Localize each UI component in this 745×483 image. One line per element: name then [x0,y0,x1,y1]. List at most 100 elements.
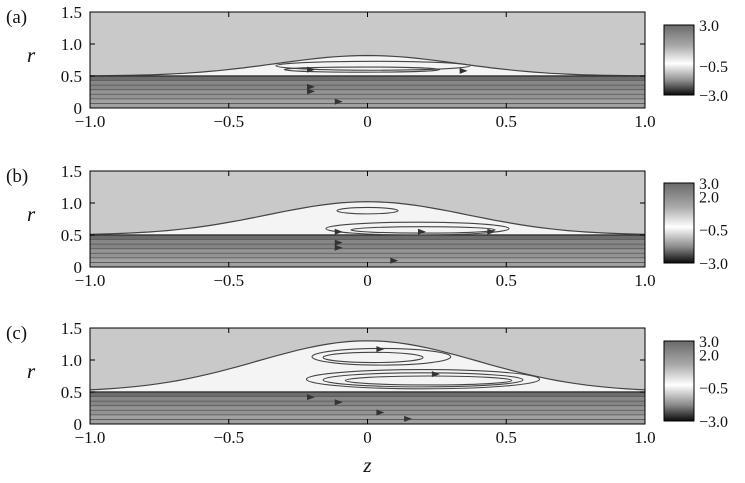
closed-streamline [336,206,399,215]
x-tick-label: 0.5 [496,271,517,290]
inner-fluid-band [90,80,645,86]
flow-arrow [334,228,343,235]
colorbar-tick-label: 3.0 [699,18,719,35]
closed-streamline [275,60,471,71]
x-tick-label: 1.0 [634,428,655,447]
closed-streamline [283,66,441,73]
y-tick-label: 1.5 [61,319,82,338]
flow-arrow [376,346,385,353]
wave-crest [90,54,645,77]
y-axis-label: r [27,43,36,67]
panel-1: −1.0 −0.5 0 0.5 1.0 0 0.5 1.0 1.5 (a)r 3.0 −0.5 −3.0 [6,3,728,131]
inner-fluid-band [90,253,645,258]
interface-shear-band [90,76,645,81]
y-axis-label: r [27,202,36,226]
x-axis-label: z [362,453,371,477]
inner-fluid-band [90,85,645,90]
flow-arrow [404,415,413,422]
colorbar-gradient [663,182,695,264]
flow-arrow [307,88,315,95]
flow-arrow [376,409,385,416]
colorbar-tick-label: −0.5 [699,381,728,398]
colorbar-gradient [663,340,695,422]
flow-arrow [390,257,399,264]
inner-fluid-band [90,98,645,104]
flow-arrow [334,399,343,406]
colorbar-tick-label: 3.0 [699,334,719,351]
inner-fluid-band [90,396,645,402]
closed-streamline [322,351,424,364]
plot-area [90,171,645,267]
interface-shear-band [90,392,645,397]
x-tick-label: 0.5 [496,112,517,131]
y-tick-label: 1.0 [61,35,82,54]
inner-fluid-band [90,410,645,415]
inner-fluid-band [90,405,645,411]
y-tick-label: 0 [74,99,83,118]
closed-streamline [325,221,510,236]
inner-fluid-band [90,401,645,406]
x-tick-label: −0.5 [213,271,244,290]
x-tick-label: −1.0 [75,271,106,290]
flow-arrow [459,67,468,74]
colorbar-tick-label: −3.0 [699,256,728,273]
y-tick-label: 0 [74,258,83,277]
x-tick-label: −0.5 [213,428,244,447]
x-tick-label: 0.5 [496,428,517,447]
colorbar-tick-label: 2.0 [699,189,719,206]
inner-fluid-band [90,244,645,249]
inner-fluid-band [90,239,645,245]
colorbar-tick-label: −3.0 [699,88,728,105]
panel-label: (b) [6,166,28,187]
inner-fluid-band [90,94,645,99]
x-tick-label: 0 [363,428,372,447]
colorbar-tick-label: 2.0 [699,347,719,364]
y-tick-label: 1.5 [61,3,82,22]
flow-arrow [334,244,343,251]
colorbar-tick-label: −0.5 [699,223,728,240]
plot-area [90,328,645,424]
closed-streamline [322,372,524,388]
x-tick-label: −1.0 [75,428,106,447]
closed-streamline [305,369,541,390]
y-tick-label: 1.0 [61,351,82,370]
x-tick-label: 1.0 [634,271,655,290]
y-tick-label: 0.5 [61,383,82,402]
colorbar-tick-label: 3.0 [699,176,719,193]
y-tick-label: 0.5 [61,67,82,86]
colorbar-gradient [663,24,695,96]
inner-fluid-band [90,414,645,420]
y-tick-label: 1.0 [61,194,82,213]
flow-arrow [431,371,440,378]
flow-arrow [307,83,315,90]
panel-3: −1.0 −0.5 0 0.5 1.0 0 0.5 1.0 1.5 (c)r z 3.02.0 −0.5… [6,319,728,477]
y-tick-label: 1.5 [61,162,82,181]
inner-fluid-band [90,248,645,254]
y-axis-label: r [27,359,36,383]
inner-fluid-band [90,89,645,95]
flow-arrow [418,228,426,235]
y-tick-label: 0 [74,415,83,434]
panel-label: (c) [6,323,27,344]
flow-arrow [307,394,315,401]
x-tick-label: −1.0 [75,112,106,131]
flow-arrow [487,228,496,235]
x-tick-label: 0 [363,271,372,290]
plot-area [90,12,645,108]
interface-shear-band [90,235,645,240]
closed-streamline [350,226,496,234]
flow-arrow [334,98,343,105]
closed-streamline [344,375,513,386]
flow-arrow [334,239,343,246]
flow-arrow [307,66,315,73]
panel-label: (a) [6,7,27,28]
colorbar: 3.02.0 −0.5 −3.0 [663,334,728,431]
x-tick-label: 0 [363,112,372,131]
colorbar: 3.02.0 −0.5 −3.0 [663,176,728,273]
panel-2: −1.0 −0.5 0 0.5 1.0 0 0.5 1.0 1.5 (b) r 3.02.0 −0.5 −… [6,162,728,290]
x-tick-label: 1.0 [634,112,655,131]
x-tick-label: −0.5 [213,112,244,131]
colorbar-tick-label: −0.5 [699,59,728,76]
colorbar-tick-label: −3.0 [699,414,728,431]
